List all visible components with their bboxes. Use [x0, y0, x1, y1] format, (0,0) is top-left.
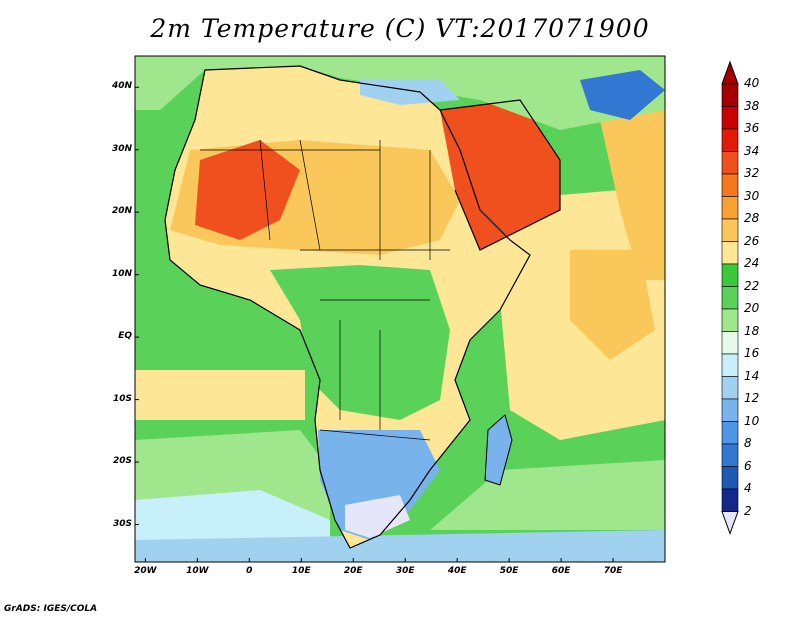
colorbar-level-label: 14: [744, 368, 760, 383]
colorbar-level-label: 36: [744, 121, 760, 135]
colorbar-level-label: 28: [744, 211, 760, 225]
ocean-warm-tropics: [135, 370, 305, 420]
lat-label: 30S: [112, 518, 132, 529]
colorbar-swatch: [721, 466, 739, 490]
colorbar-level-label: 32: [744, 166, 760, 180]
lon-label: 20W: [134, 566, 157, 576]
colorbar-swatch: [721, 421, 739, 445]
india-land: [600, 110, 665, 280]
colorbar-swatch: [721, 286, 739, 310]
lon-label: 20E: [343, 566, 363, 576]
colorbar-swatch: [721, 443, 739, 467]
colorbar-swatch: [721, 196, 739, 220]
colorbar-level-label: 38: [744, 98, 760, 113]
lon-label: 10E: [291, 566, 311, 576]
colorbar-swatch: [721, 83, 739, 107]
colorbar-level-label: 4: [744, 481, 752, 495]
ocean-indian-hot: [570, 250, 655, 360]
axis-ticks: [135, 86, 614, 562]
colorbar-level-label: 40: [744, 76, 760, 90]
colorbar-level-label: 22: [744, 278, 760, 293]
africa-west-sahara-heat: [195, 140, 300, 240]
arabia-land: [440, 100, 560, 250]
lon-label: 60E: [551, 566, 571, 576]
credit-text: GrADS: IGES/COLA: [4, 604, 98, 614]
lon-label: 10W: [186, 566, 209, 576]
colorbar-swatch: [721, 241, 739, 265]
caspian-cold: [580, 70, 665, 120]
lon-label: 0: [246, 566, 253, 576]
ocean-south-cold-band: [135, 530, 665, 562]
colorbar-level-label: 34: [744, 143, 760, 158]
europe-north: [135, 56, 665, 130]
lat-label: 20N: [111, 206, 132, 217]
lat-label: 10S: [112, 393, 132, 404]
lon-label: 40E: [447, 566, 467, 576]
colorbar-swatch: [721, 173, 739, 197]
colorbar-bottom-arrow: [721, 511, 739, 535]
lat-label: 10N: [111, 268, 132, 279]
madagascar: [485, 415, 512, 485]
arabia-coastline: [439, 99, 561, 251]
colorbar-swatch: [721, 308, 739, 332]
colorbar-swatch: [721, 128, 739, 152]
colorbar-swatch: [721, 353, 739, 377]
africa-coastline: [164, 65, 531, 549]
colorbar-swatch: [721, 263, 739, 287]
colorbar-swatch: [721, 151, 739, 175]
colorbar-swatch: [721, 106, 739, 130]
lon-label: 30E: [395, 566, 415, 576]
colorbar-level-label: 8: [744, 436, 752, 450]
lon-label: 50E: [499, 566, 519, 576]
colorbar-level-label: 26: [744, 233, 760, 248]
colorbar-level-label: 18: [744, 323, 760, 338]
lat-label: 40N: [111, 81, 132, 92]
colorbar-level-label: 20: [744, 301, 760, 315]
map-title: 2m Temperature (C) VT:2017071900: [150, 14, 650, 43]
lat-label: 30N: [111, 143, 132, 154]
ocean-indian-south: [430, 460, 665, 530]
colorbar-level-label: 24: [744, 256, 760, 270]
colorbar-level-label: 2: [744, 503, 752, 518]
lat-label: 20S: [112, 456, 132, 467]
colorbar-level-label: 16: [744, 346, 760, 360]
colorbar-level-label: 30: [744, 188, 760, 203]
colorbar-swatch: [721, 376, 739, 400]
africa-south-cold: [345, 495, 410, 538]
colorbar: [721, 60, 739, 535]
colorbar-swatch: [721, 331, 739, 355]
colorbar-swatch: [721, 398, 739, 422]
colorbar-level-label: 6: [744, 458, 752, 473]
country-borders: [200, 139, 450, 441]
colorbar-level-label: 12: [744, 391, 760, 405]
map-frame: [134, 55, 666, 563]
madagascar-coastline: [484, 414, 513, 486]
lon-label: 70E: [603, 566, 623, 576]
colorbar-level-label: 10: [744, 413, 760, 428]
colorbar-top-arrow: [721, 60, 739, 85]
colorbar-swatch: [721, 218, 739, 242]
colorbar-swatch: [721, 488, 739, 512]
lat-label: EQ: [118, 331, 132, 342]
africa-central-green: [270, 265, 450, 420]
